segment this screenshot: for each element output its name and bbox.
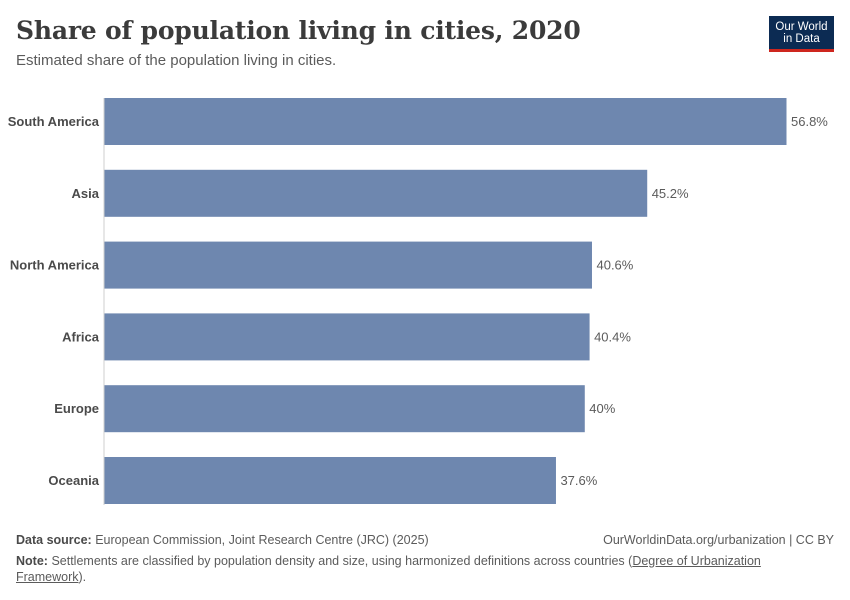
source-line: Data source: European Commission, Joint … [16,533,834,547]
note-end: ). [78,570,87,584]
category-label: South America [8,114,100,129]
source-url[interactable]: OurWorldinData.org/urbanization | CC BY [603,533,834,547]
source-text: European Commission, Joint Research Cent… [95,533,429,547]
bar[interactable] [104,98,787,145]
note-link[interactable]: Degree of Urbanization Framework [16,554,761,584]
value-label: 40.4% [594,329,631,344]
category-label: Africa [62,329,100,344]
note-line: Note: Settlements are classified by popu… [16,553,834,585]
logo-line-1: Our World [775,21,828,33]
bar[interactable] [104,457,556,504]
logo-line-2: in Data [783,33,820,45]
owid-logo[interactable]: Our World in Data [769,16,834,52]
category-label: Europe [54,401,99,416]
value-label: 40.6% [596,258,633,273]
source-label: Data source: [16,533,92,547]
bar-chart: South America 56.8% Asia 45.2% North America… [8,98,828,505]
category-label: Oceania [48,473,99,488]
bar[interactable] [104,385,585,433]
chart-title: Share of population living in cities, 20… [16,16,581,45]
value-label: 37.6% [560,473,597,488]
chart-subtitle: Estimated share of the population living… [16,52,337,69]
note-label: Note: [16,554,48,568]
value-label: 40% [589,401,615,416]
category-label: Asia [72,186,100,201]
bar[interactable] [104,169,648,217]
value-label: 45.2% [652,186,689,201]
note-text: Settlements are classified by population… [51,554,633,568]
value-label: 56.8% [791,114,828,129]
category-label: North America [10,258,100,273]
bar[interactable] [104,241,592,289]
bar[interactable] [104,313,590,361]
